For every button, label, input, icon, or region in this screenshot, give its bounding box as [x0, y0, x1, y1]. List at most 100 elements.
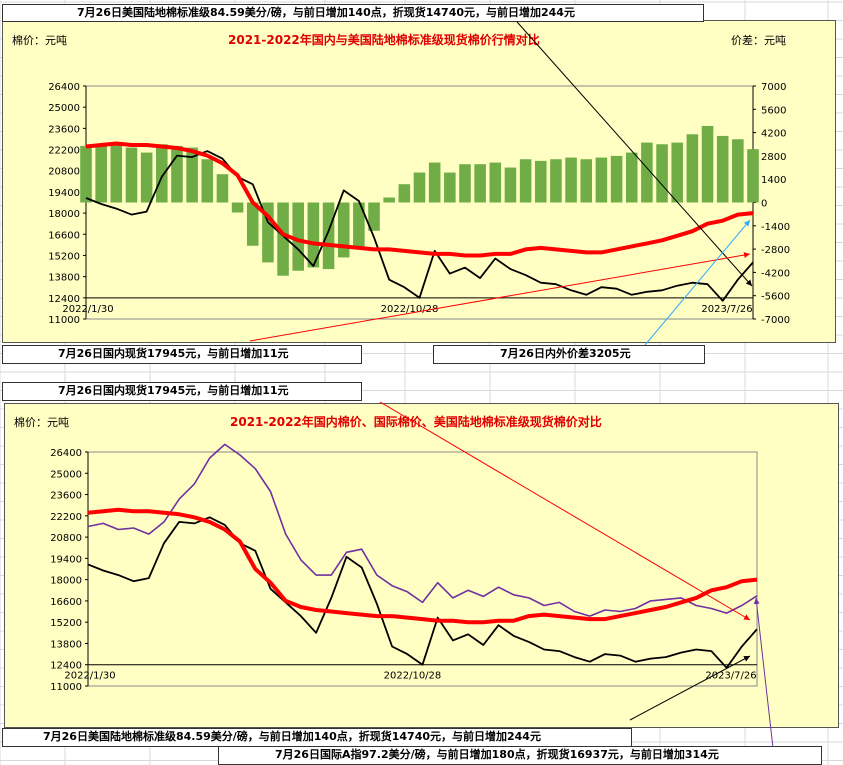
bottom-ytick-label: 23600: [50, 491, 82, 502]
top-diff-bar: [641, 142, 653, 203]
top-diff-bar: [732, 139, 744, 203]
top-diff-bar: [671, 142, 683, 203]
top-chart-ylabel: 棉价：元吨: [12, 34, 67, 47]
bottom-us-line: [87, 516, 758, 669]
top-diff-bar: [565, 157, 577, 203]
top-diff-bar: [156, 144, 168, 203]
top-ytick-label: 22200: [48, 146, 80, 157]
top-y2tick-label: 5600: [761, 105, 786, 116]
top-diff-bar: [201, 159, 214, 203]
bottom-intl-line: [87, 443, 758, 617]
bottom-chart-ylabel: 棉价：元吨: [14, 416, 69, 429]
top-diff-bar: [246, 202, 259, 246]
top-diff-bar: [474, 164, 486, 203]
top-diff-bar: [307, 202, 320, 268]
bottom-ytick-label: 13800: [50, 639, 82, 650]
bottom-ytick-label: 16600: [50, 597, 82, 608]
note-intl-bottom: 7月26日国际A指97.2美分/磅，与前日增加180点，折现货16937元，与前…: [218, 746, 822, 765]
top-y2tick-label: -4200: [761, 268, 790, 279]
top-ytick-label: 23600: [48, 124, 80, 135]
top-diff-bar: [171, 145, 183, 203]
bottom-xtick-label: 2023/7/26: [705, 671, 756, 682]
top-diff-bar: [186, 147, 198, 203]
note-us-bottom: 7月26日美国陆地棉标准级84.59美分/磅，与前日增加140点，折现货1474…: [2, 728, 632, 747]
top-y2tick-label: 2800: [761, 152, 786, 163]
top-y2tick-label: -1400: [761, 222, 790, 233]
bottom-ytick-label: 12400: [50, 661, 82, 672]
top-diff-bar: [686, 134, 699, 203]
top-ytick-label: 18000: [48, 209, 80, 220]
top-diff-bar: [337, 202, 350, 258]
note-diff: 7月26日内外价差3205元: [433, 345, 705, 364]
top-xtick-label: 2023/7/26: [701, 304, 752, 315]
top-diff-bar: [489, 162, 502, 203]
top-diff-bar: [595, 157, 608, 203]
arrow-domestic-top: [249, 252, 751, 342]
top-ytick-label: 11000: [48, 315, 80, 326]
top-ytick-label: 19400: [48, 188, 80, 199]
top-y2tick-label: -7000: [761, 315, 790, 326]
top-diff-bar: [80, 145, 92, 203]
arrow-domestic-bottom: [379, 401, 751, 621]
arrow-us-bottom: [629, 655, 751, 721]
bottom-ytick-label: 20800: [50, 533, 82, 544]
note-us-top: 7月26日美国陆地棉标准级84.59美分/磅，与前日增加140点，折现货1474…: [2, 4, 704, 22]
top-ytick-label: 12400: [48, 294, 80, 305]
top-diff-bar: [428, 162, 441, 203]
top-y2tick-label: 4200: [761, 129, 786, 140]
top-diff-bar: [701, 125, 714, 203]
top-diff-bar: [459, 164, 471, 203]
bottom-xtick-label: 2022/10/28: [384, 671, 442, 682]
top-diff-bar: [444, 172, 456, 203]
top-diff-bar: [110, 142, 123, 203]
top-ytick-label: 26400: [48, 82, 80, 93]
top-diff-bar: [550, 159, 562, 203]
top-ytick-label: 13800: [48, 273, 80, 284]
top-us-line: [85, 150, 754, 302]
top-diff-bar: [504, 167, 517, 203]
top-diff-bar: [398, 184, 411, 203]
top-chart-title: 2021-2022年国内与美国陆地棉标准级现货棉价行情对比: [228, 33, 540, 47]
bottom-chart-title: 2021-2022年国内棉价、国际棉价、美国陆地棉标准级现货棉价对比: [230, 415, 602, 429]
top-y2tick-label: 0: [761, 199, 767, 210]
top-domestic-line: [85, 141, 754, 258]
top-ytick-label: 25000: [48, 103, 80, 114]
arrow-intl-bottom: [753, 597, 774, 749]
bottom-ytick-label: 19400: [50, 554, 82, 565]
bottom-ytick-label: 15200: [50, 618, 82, 629]
top-diff-bar: [231, 202, 244, 213]
top-diff-bar: [580, 159, 593, 203]
bottom-ytick-label: 25000: [50, 469, 82, 480]
top-y2tick-label: -5600: [761, 292, 790, 303]
note-domestic-top: 7月26日国内现货17945元，与前日增加11元: [2, 345, 362, 364]
top-diff-bar: [140, 152, 153, 203]
top-diff-bar: [625, 152, 638, 203]
top-diff-bar: [95, 145, 107, 203]
top-diff-bar: [262, 202, 274, 263]
top-diff-bar: [125, 147, 138, 203]
bottom-domestic-line: [87, 507, 758, 625]
top-diff-bar: [656, 144, 668, 203]
bottom-ytick-label: 11000: [50, 682, 82, 693]
top-diff-bar: [216, 174, 229, 203]
top-diff-bar: [292, 202, 305, 271]
top-diff-bar: [413, 172, 426, 203]
top-xtick-label: 2022/1/30: [62, 304, 113, 315]
top-diff-bar: [747, 149, 759, 203]
bottom-ytick-label: 26400: [50, 448, 82, 459]
top-diff-bar: [322, 202, 335, 270]
top-diff-bar: [353, 202, 365, 248]
top-diff-bar: [534, 160, 547, 203]
top-diff-bar: [519, 159, 532, 203]
top-y2tick-label: 1400: [761, 175, 786, 186]
top-y2tick-label: -2800: [761, 245, 790, 256]
bottom-xtick-label: 2022/1/30: [64, 671, 115, 682]
top-diff-bar: [716, 135, 729, 203]
top-xtick-label: 2022/10/28: [381, 304, 439, 315]
top-ytick-label: 15200: [48, 251, 80, 262]
top-diff-bar: [610, 155, 623, 203]
top-y2tick-label: 7000: [761, 82, 786, 93]
